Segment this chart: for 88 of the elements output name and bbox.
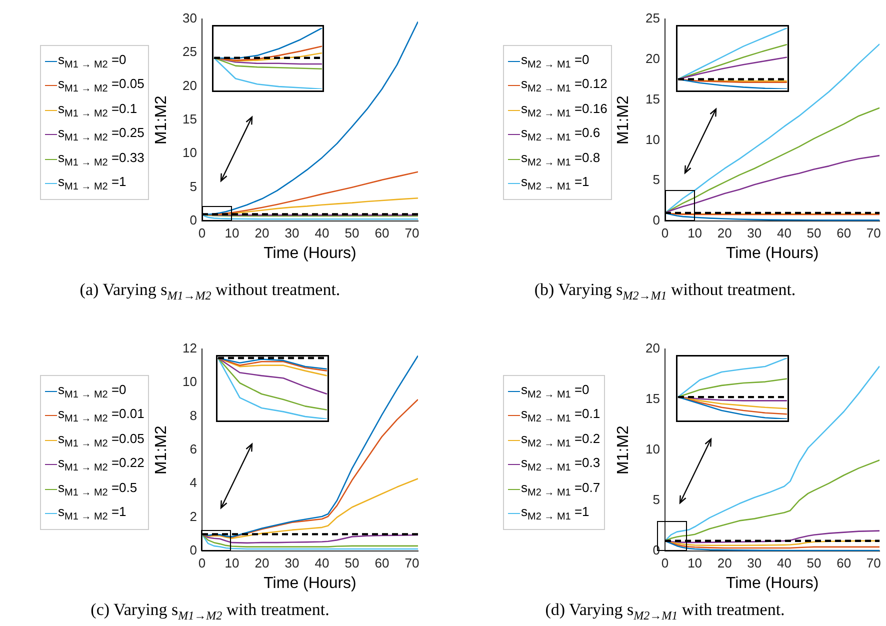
y-tick-label: 20 <box>646 50 660 66</box>
x-tick-label: 70 <box>866 225 881 240</box>
x-axis-title: Time (Hours) <box>726 574 819 592</box>
x-tick-label: 30 <box>747 555 762 570</box>
x-tick-label: 20 <box>717 225 732 240</box>
legend-label: s$_{M2 → M1}$ =0.3 <box>521 455 600 474</box>
y-tick-label: 15 <box>646 391 660 406</box>
y-tick-label: 5 <box>652 172 660 188</box>
legend-label: s$_{M1 → M2}$ =0.1 <box>58 100 138 120</box>
y-tick-label: 10 <box>646 442 660 457</box>
y-tick-label: 10 <box>182 145 197 160</box>
y-tick-label: 10 <box>646 132 660 147</box>
legend-label: s$_{M1 → M2}$ =0.5 <box>58 480 138 499</box>
legend-label: s$_{M1 → M2}$ =0.22 <box>58 455 144 474</box>
x-tick-label: 10 <box>688 555 702 570</box>
y-tick-label: 8 <box>190 408 197 423</box>
legend-label: s$_{M2 → M1}$ =0 <box>521 382 590 401</box>
x-tick-label: 70 <box>404 555 420 570</box>
legend-label: s$_{M1 → M2}$ =0.05 <box>58 430 144 450</box>
legend-label: s$_{M1 → M2}$ =0.05 <box>58 76 144 96</box>
legend-label: s$_{M1 → M2}$ =0 <box>58 52 126 71</box>
y-axis-title: M1:M2 <box>153 95 170 144</box>
legend-label: s$_{M2 → M1}$ =0.8 <box>521 150 600 169</box>
legend-label: s$_{M1 → M2}$ =0.33 <box>58 150 144 169</box>
x-tick-label: 20 <box>254 225 270 240</box>
legend-label: s$_{M2 → M1}$ =0.7 <box>521 480 600 499</box>
y-tick-label: 20 <box>646 340 660 356</box>
x-tick-label: 30 <box>284 225 300 240</box>
y-tick-label: 5 <box>190 178 197 194</box>
x-tick-label: 10 <box>224 225 240 240</box>
y-axis-title: M1:M2 <box>153 425 170 474</box>
y-tick-label: 10 <box>182 374 197 390</box>
x-tick-label: 10 <box>688 225 702 240</box>
legend-label: s$_{M1 → M2}$ =0.01 <box>58 406 144 426</box>
x-tick-label: 40 <box>776 225 792 240</box>
y-tick-label: 25 <box>182 44 197 60</box>
y-tick-label: 2 <box>190 508 197 524</box>
x-tick-label: 10 <box>224 555 240 570</box>
y-axis-title: M1:M2 <box>615 95 632 144</box>
y-tick-label: 30 <box>182 10 197 26</box>
y-tick-label: 12 <box>182 340 197 356</box>
x-tick-label: 70 <box>866 555 881 570</box>
y-tick-label: 0 <box>652 212 660 228</box>
legend-label: s$_{M2 → M1}$ =1 <box>521 174 590 194</box>
y-tick-label: 15 <box>646 91 660 106</box>
x-axis-title: Time (Hours) <box>264 244 356 262</box>
x-tick-label: 50 <box>806 555 822 570</box>
text: (a) Varying s$_{M1→M2}$ without treatment. <box>78 280 342 304</box>
x-tick-label: 20 <box>254 555 270 570</box>
x-tick-label: 50 <box>806 225 822 240</box>
legend-label: s$_{M2 → M1}$ =0.1 <box>521 406 600 426</box>
y-tick-label: 20 <box>182 78 197 93</box>
legend-label: s$_{M2 → M1}$ =0.12 <box>521 76 608 96</box>
legend-label: s$_{M2 → M1}$ =0 <box>521 52 590 71</box>
x-tick-label: 40 <box>776 555 792 570</box>
legend-label: s$_{M1 → M2}$ =0.25 <box>58 125 144 144</box>
y-tick-label: 6 <box>190 442 197 457</box>
y-tick-label: 4 <box>190 475 197 490</box>
x-tick-label: 30 <box>284 555 300 570</box>
x-tick-label: 50 <box>344 225 360 240</box>
legend-label: s$_{M1 → M2}$ =0 <box>58 382 126 401</box>
x-tick-label: 50 <box>344 555 360 570</box>
x-axis-title: Time (Hours) <box>726 244 819 262</box>
y-tick-label: 25 <box>646 10 660 26</box>
legend-label: s$_{M1 → M2}$ =1 <box>58 174 126 194</box>
y-tick-label: 0 <box>190 212 197 228</box>
legend-label: s$_{M1 → M2}$ =1 <box>58 504 126 524</box>
x-tick-label: 30 <box>747 225 762 240</box>
legend-label: s$_{M2 → M1}$ =1 <box>521 504 590 524</box>
y-axis-title: M1:M2 <box>615 425 632 474</box>
text: (d) Varying s$_{M2→M1}$ with treatment. <box>544 600 786 624</box>
text: (b) Varying s$_{M2→M1}$ without treatment. <box>533 280 797 304</box>
x-tick-label: 70 <box>404 225 420 240</box>
y-tick-label: 0 <box>190 542 197 558</box>
legend-label: s$_{M2 → M1}$ =0.16 <box>521 100 608 120</box>
legend-label: s$_{M2 → M1}$ =0.2 <box>521 430 600 450</box>
y-tick-label: 5 <box>652 492 660 508</box>
y-tick-label: 15 <box>182 112 197 127</box>
legend-label: s$_{M2 → M1}$ =0.6 <box>521 125 600 144</box>
x-axis-title: Time (Hours) <box>264 574 356 592</box>
x-tick-label: 20 <box>717 555 732 570</box>
x-tick-label: 40 <box>314 225 330 240</box>
x-tick-label: 60 <box>836 225 852 240</box>
text: (c) Varying s$_{M1→M2}$ with treatment. <box>90 600 330 624</box>
x-tick-label: 60 <box>836 555 852 570</box>
x-tick-label: 60 <box>374 555 390 570</box>
x-tick-label: 40 <box>314 555 330 570</box>
x-tick-label: 60 <box>374 225 390 240</box>
